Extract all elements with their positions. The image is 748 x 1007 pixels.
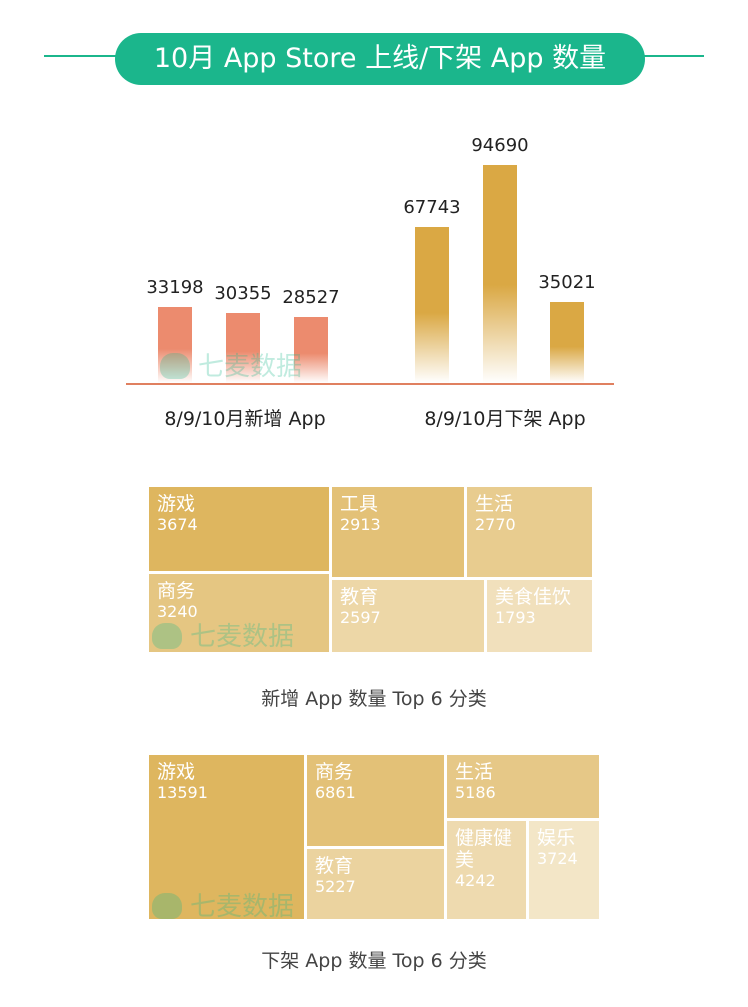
treemap-tile: 娱乐 3724 — [529, 821, 599, 919]
watermark-3: 七麦数据 — [152, 886, 294, 923]
bar-value-label: 67743 — [403, 197, 461, 219]
page-title: 10月 App Store 上线/下架 App 数量 — [115, 33, 645, 85]
watermark-cat-icon — [152, 623, 182, 649]
title-line-right — [644, 55, 704, 57]
treemap-tile: 商务 6861 — [307, 755, 444, 846]
treemap-tile: 生活 5186 — [447, 755, 599, 818]
bar-value-label: 35021 — [538, 272, 596, 294]
watermark-cat-icon — [152, 893, 182, 919]
bar-removed-2 — [550, 302, 584, 383]
watermark-text: 七麦数据 — [198, 352, 303, 382]
watermark-1: 七麦数据 — [160, 346, 302, 383]
treemap-tile-name: 商务 — [315, 761, 354, 783]
treemap-tile-name: 教育 — [340, 586, 379, 608]
treemap-tile: 游戏 3674 — [149, 487, 329, 571]
treemap-tile-name: 商务 — [157, 580, 196, 602]
treemap-tile-name: 健康健美 — [455, 827, 513, 871]
watermark-text: 七麦数据 — [190, 892, 295, 922]
treemap-tile-name: 游戏 — [157, 493, 196, 515]
treemap-tile-value: 3724 — [537, 849, 578, 868]
bar-value-label: 94690 — [471, 135, 529, 156]
treemap-tile-value: 5186 — [455, 783, 496, 802]
bar-new-0 — [158, 306, 192, 383]
treemap-tile-value: 13591 — [157, 783, 208, 802]
bar-removed-0 — [415, 227, 449, 383]
treemap-tile-name: 工具 — [340, 493, 379, 515]
group-label-new: 8/9/10月新增 App — [164, 408, 326, 430]
watermark-cat-icon — [160, 353, 190, 379]
treemap-tile-name: 娱乐 — [537, 827, 576, 849]
treemap-tile: 生活 2770 — [467, 487, 592, 577]
treemap-tile-value: 3674 — [157, 515, 198, 534]
watermark-2: 七麦数据 — [152, 616, 294, 653]
treemap-tile-name: 教育 — [315, 855, 354, 877]
treemap-tile-value: 1793 — [495, 608, 536, 627]
bar-removed-1 — [483, 165, 517, 383]
bar-chart-baseline — [126, 383, 614, 385]
treemap-tile-value: 2770 — [475, 515, 516, 534]
treemap-tile-name: 游戏 — [157, 761, 196, 783]
treemap-tile: 商务 3240 — [149, 574, 329, 652]
treemap-removed-caption: 下架 App 数量 Top 6 分类 — [261, 950, 487, 972]
treemap-tile-name: 生活 — [475, 493, 514, 515]
treemap-tile-value: 2913 — [340, 515, 381, 534]
treemap-tile-value: 6861 — [315, 783, 356, 802]
bar-value-label: 28527 — [282, 287, 340, 309]
treemap-tile: 教育 2597 — [332, 580, 484, 652]
treemap-tile: 美食佳饮 1793 — [487, 580, 592, 652]
treemap-new-caption: 新增 App 数量 Top 6 分类 — [261, 688, 487, 710]
watermark-text: 七麦数据 — [190, 622, 295, 652]
treemap-tile-value: 5227 — [315, 877, 356, 896]
treemap-tile-value: 2597 — [340, 608, 381, 627]
treemap-tile-name: 美食佳饮 — [495, 586, 572, 608]
treemap-tile-value: 4242 — [455, 871, 496, 890]
bar-value-label: 33198 — [146, 276, 204, 298]
bar-value-label: 30355 — [214, 283, 272, 305]
group-label-removed: 8/9/10月下架 App — [424, 408, 586, 430]
bar-new-1 — [226, 313, 260, 383]
treemap-tile: 健康健美 4242 — [447, 821, 526, 919]
treemap-tile-value: 3240 — [157, 602, 198, 621]
treemap-tile-name: 生活 — [455, 761, 494, 783]
title-line-left — [44, 55, 116, 57]
bar-new-2 — [294, 317, 328, 383]
treemap-tile: 游戏 13591 — [149, 755, 304, 919]
treemap-tile: 工具 2913 — [332, 487, 464, 577]
treemap-tile: 教育 5227 — [307, 849, 444, 919]
